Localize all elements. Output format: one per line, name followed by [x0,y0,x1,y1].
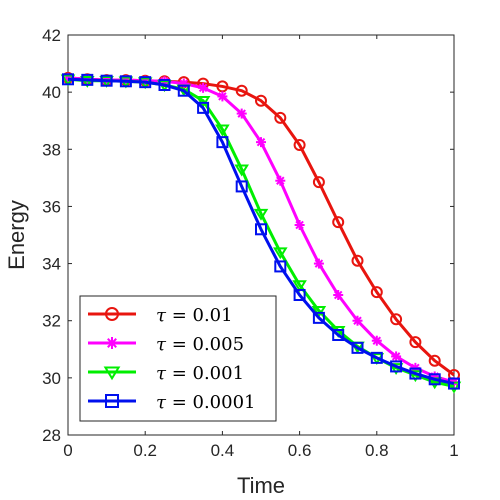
triangle-marker [103,366,121,381]
square-marker [197,101,210,114]
asterisk-marker [333,290,344,300]
asterisk-marker [275,175,286,186]
axis-ticks: 0 0.2 0.4 0.6 0.8 1 28 30 32 34 36 38 40 42 [42,26,459,460]
x-axis-title: Time [237,473,285,498]
legend: τ = 0.01 τ = 0.005 τ = 0.001 τ = 0.0001 [79,295,277,422]
square-marker [409,367,422,380]
asterisk-marker [236,108,247,119]
asterisk-marker [371,335,382,346]
asterisk-marker [313,258,324,269]
y-tick-label: 42 [42,26,61,45]
y-tick-label: 28 [42,426,61,445]
square-marker [62,73,74,86]
circle-marker [409,336,422,349]
circle-marker [428,354,441,367]
legend-entry: τ = 0.0001 [88,392,255,413]
square-marker [139,76,152,89]
x-tick-label: 0.6 [288,441,312,460]
y-tick-label: 36 [42,197,61,216]
square-marker [332,329,345,341]
square-marker [274,260,287,273]
circle-marker [235,84,248,97]
y-tick-label: 40 [42,83,61,102]
square-marker [448,377,460,390]
square-marker [158,79,171,91]
triangle-marker [195,95,211,108]
y-tick-label: 38 [42,140,61,159]
circle-marker [255,94,267,107]
circle-marker [105,307,119,321]
circle-marker [312,176,325,189]
legend-label: τ = 0.01 [156,305,233,326]
square-marker [235,180,248,193]
square-marker [390,360,403,373]
asterisk-marker [294,220,305,230]
legend-entry: τ = 0.01 [88,305,233,326]
series-line [67,77,455,386]
square-marker [100,74,113,87]
square-marker [177,84,190,97]
y-tick-label: 30 [42,369,61,388]
square-marker [293,289,306,301]
square-marker [119,75,132,88]
legend-label: τ = 0.001 [156,363,244,384]
x-tick-label: 0.8 [365,441,389,460]
circle-marker [390,313,403,326]
legend-label: τ = 0.005 [156,334,244,355]
triangle-marker [311,305,327,318]
square-marker [370,351,383,364]
asterisk-marker [217,91,228,102]
x-tick-label: 0 [63,441,72,460]
asterisk-marker [198,82,209,93]
square-marker [105,394,119,408]
legend-label: τ = 0.0001 [156,392,255,413]
asterisk-marker [391,351,402,362]
y-axis-title: Energy [4,200,29,270]
x-tick-label: 0.2 [133,441,157,460]
square-marker [428,373,441,386]
asterisk-marker [106,337,118,349]
y-tick-label: 32 [42,312,61,331]
square-marker [216,136,229,149]
circle-marker [293,139,306,151]
y-tick-label: 34 [42,255,61,274]
triangle-marker [215,124,230,137]
legend-entry: τ = 0.005 [88,334,244,355]
x-tick-label: 1 [449,441,458,460]
triangle-marker [273,247,288,260]
circle-marker [370,286,383,299]
square-marker [351,341,364,354]
square-marker [81,73,94,86]
circle-marker [332,216,345,229]
legend-entry: τ = 0.001 [88,363,244,384]
triangle-marker [253,208,269,221]
series-layer [60,71,462,394]
square-marker [255,223,267,236]
circle-marker [274,111,287,124]
square-marker [312,311,325,324]
triangle-marker [234,164,249,177]
x-tick-label: 0.4 [211,441,235,460]
triangle-marker [292,280,307,293]
series-square [62,73,460,390]
circle-marker [351,254,364,267]
asterisk-marker [256,137,266,148]
asterisk-marker [352,315,363,326]
